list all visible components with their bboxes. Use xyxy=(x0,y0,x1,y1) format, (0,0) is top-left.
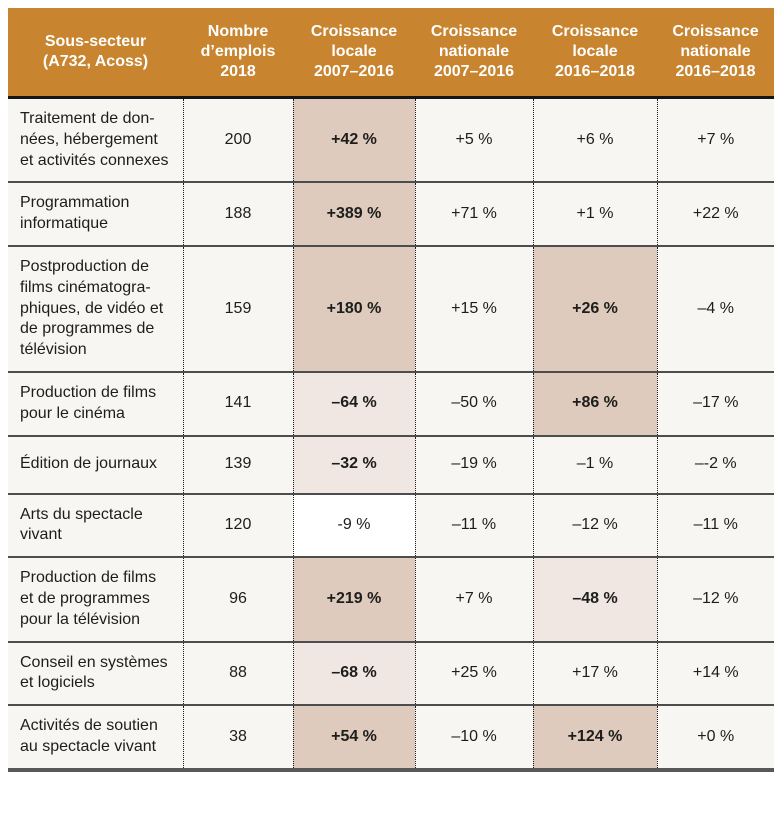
growth-cell: +7 % xyxy=(414,556,533,642)
growth-cell: –19 % xyxy=(414,434,533,494)
table-row: Activités de soutien au spectacle vivant… xyxy=(8,704,774,770)
sector-cell: Production de films pour le cinéma xyxy=(8,370,183,436)
table-row: Production de films pour le cinéma 141 –… xyxy=(8,370,774,436)
table-row: Postproduction de films cinématogra- phi… xyxy=(8,244,774,372)
growth-cell: –-2 % xyxy=(656,434,774,494)
growth-cell: +180 % xyxy=(292,244,415,372)
table-row: Conseil en systèmes et logiciels 88 –68 … xyxy=(8,640,774,706)
jobs-cell: 38 xyxy=(182,704,293,770)
growth-cell: +26 % xyxy=(532,244,657,372)
growth-cell: +14 % xyxy=(656,640,774,706)
col-header-jobs-2018: Nombre d’emplois 2018 xyxy=(183,8,293,99)
sector-cell: Traitement de don- nées, hébergement et … xyxy=(8,97,183,183)
sector-cell: Activités de soutien au spectacle vivant xyxy=(8,704,183,770)
growth-cell: +42 % xyxy=(292,97,415,183)
growth-cell: –32 % xyxy=(292,434,415,494)
growth-cell: +0 % xyxy=(656,704,774,770)
growth-cell: –11 % xyxy=(414,492,533,558)
growth-cell: –50 % xyxy=(414,370,533,436)
growth-cell: –4 % xyxy=(656,244,774,372)
col-header-national-growth-2016-2018: Croissance nationale 2016–2018 xyxy=(657,8,774,99)
growth-cell: +124 % xyxy=(532,704,657,770)
col-header-local-growth-2007-2016: Croissance locale 2007–2016 xyxy=(293,8,415,99)
growth-cell: +6 % xyxy=(532,97,657,183)
growth-cell: +71 % xyxy=(414,181,533,246)
growth-cell: –17 % xyxy=(656,370,774,436)
col-header-sector: Sous-secteur (A732, Acoss) xyxy=(8,8,183,99)
growth-cell: +54 % xyxy=(292,704,415,770)
table-row: Traitement de don- nées, hébergement et … xyxy=(8,97,774,183)
growth-cell: +5 % xyxy=(414,97,533,183)
growth-cell: -9 % xyxy=(292,492,415,558)
sector-cell: Conseil en systèmes et logiciels xyxy=(8,640,183,706)
growth-cell: –11 % xyxy=(656,492,774,558)
jobs-cell: 139 xyxy=(182,434,293,494)
growth-cell: +7 % xyxy=(656,97,774,183)
growth-cell: –48 % xyxy=(532,556,657,642)
growth-cell: –10 % xyxy=(414,704,533,770)
sector-cell: Production de films et de programmes pou… xyxy=(8,556,183,642)
table-header: Sous-secteur (A732, Acoss) Nombre d’empl… xyxy=(8,8,774,99)
growth-cell: +1 % xyxy=(532,181,657,246)
col-header-local-growth-2016-2018: Croissance locale 2016–2018 xyxy=(533,8,657,99)
growth-cell: –12 % xyxy=(656,556,774,642)
sector-cell: Postproduction de films cinématogra- phi… xyxy=(8,244,183,372)
growth-cell: –1 % xyxy=(532,434,657,494)
growth-cell: +219 % xyxy=(292,556,415,642)
table-row: Production de films et de programmes pou… xyxy=(8,556,774,642)
growth-cell: +389 % xyxy=(292,181,415,246)
growth-cell: –64 % xyxy=(292,370,415,436)
jobs-cell: 88 xyxy=(182,640,293,706)
jobs-cell: 200 xyxy=(182,97,293,183)
data-table: Sous-secteur (A732, Acoss) Nombre d’empl… xyxy=(8,8,774,772)
jobs-cell: 159 xyxy=(182,244,293,372)
table-row: Édition de journaux 139 –32 % –19 % –1 %… xyxy=(8,434,774,494)
jobs-cell: 120 xyxy=(182,492,293,558)
growth-cell: –12 % xyxy=(532,492,657,558)
table-row: Arts du spectacle vivant 120 -9 % –11 % … xyxy=(8,492,774,558)
sector-cell: Programmation informatique xyxy=(8,181,183,246)
growth-cell: –68 % xyxy=(292,640,415,706)
growth-cell: +17 % xyxy=(532,640,657,706)
jobs-cell: 96 xyxy=(182,556,293,642)
growth-cell: +22 % xyxy=(656,181,774,246)
growth-cell: +15 % xyxy=(414,244,533,372)
sector-cell: Édition de journaux xyxy=(8,434,183,494)
table-body: Traitement de don- nées, hébergement et … xyxy=(8,97,774,770)
growth-cell: +25 % xyxy=(414,640,533,706)
table-row: Programmation informatique 188 +389 % +7… xyxy=(8,181,774,246)
jobs-cell: 188 xyxy=(182,181,293,246)
sector-cell: Arts du spectacle vivant xyxy=(8,492,183,558)
header-row: Sous-secteur (A732, Acoss) Nombre d’empl… xyxy=(8,8,774,99)
growth-cell: +86 % xyxy=(532,370,657,436)
jobs-cell: 141 xyxy=(182,370,293,436)
col-header-national-growth-2007-2016: Croissance nationale 2007–2016 xyxy=(415,8,533,99)
